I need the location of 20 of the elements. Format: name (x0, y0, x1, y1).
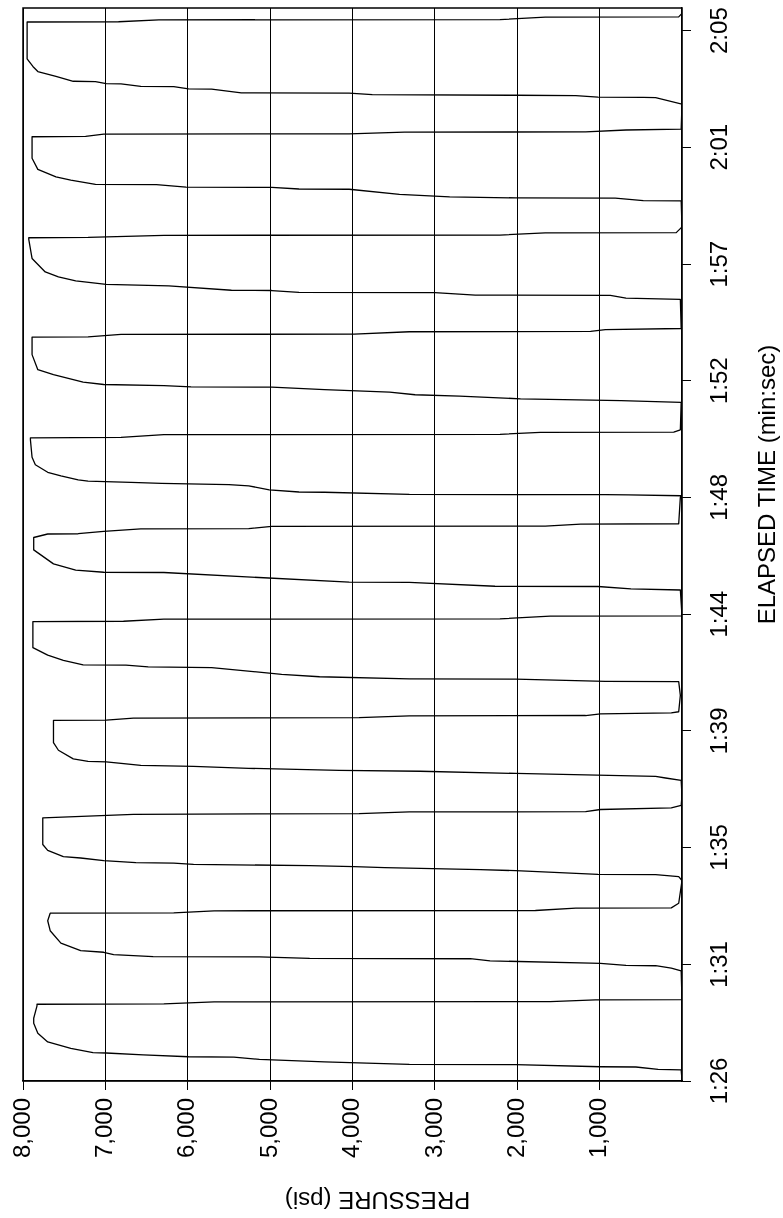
y-axis-title: ELAPSED TIME (min:sec) (752, 344, 780, 625)
x-tick-label: 2,000 (501, 1098, 529, 1159)
y-tick-label: 1:39 (704, 707, 732, 755)
x-tick-label: 5,000 (254, 1098, 282, 1159)
y-tick-label: 1:57 (704, 240, 732, 288)
y-tick-label: 1:44 (704, 590, 732, 638)
y-tick-label: 2:01 (704, 123, 732, 171)
y-tick-label: 2:05 (704, 7, 732, 54)
y-tick-label: 1:35 (704, 824, 732, 871)
x-tick-label: 8,000 (7, 1098, 35, 1159)
x-axis-title: PRESSURE (psi) (284, 1187, 471, 1215)
x-tick-label: 3,000 (419, 1098, 447, 1159)
y-tick-label: 1:48 (704, 474, 732, 521)
x-tick-label: 7,000 (90, 1098, 117, 1159)
x-tick-label: 4,000 (337, 1098, 365, 1159)
y-tick-label: 1:26 (704, 1057, 732, 1105)
x-tick-label: 6,000 (172, 1098, 200, 1159)
y-tick-label: 1:31 (704, 941, 732, 988)
y-tick-label: 1:52 (704, 357, 732, 405)
x-tick-label: 1,000 (584, 1098, 612, 1159)
